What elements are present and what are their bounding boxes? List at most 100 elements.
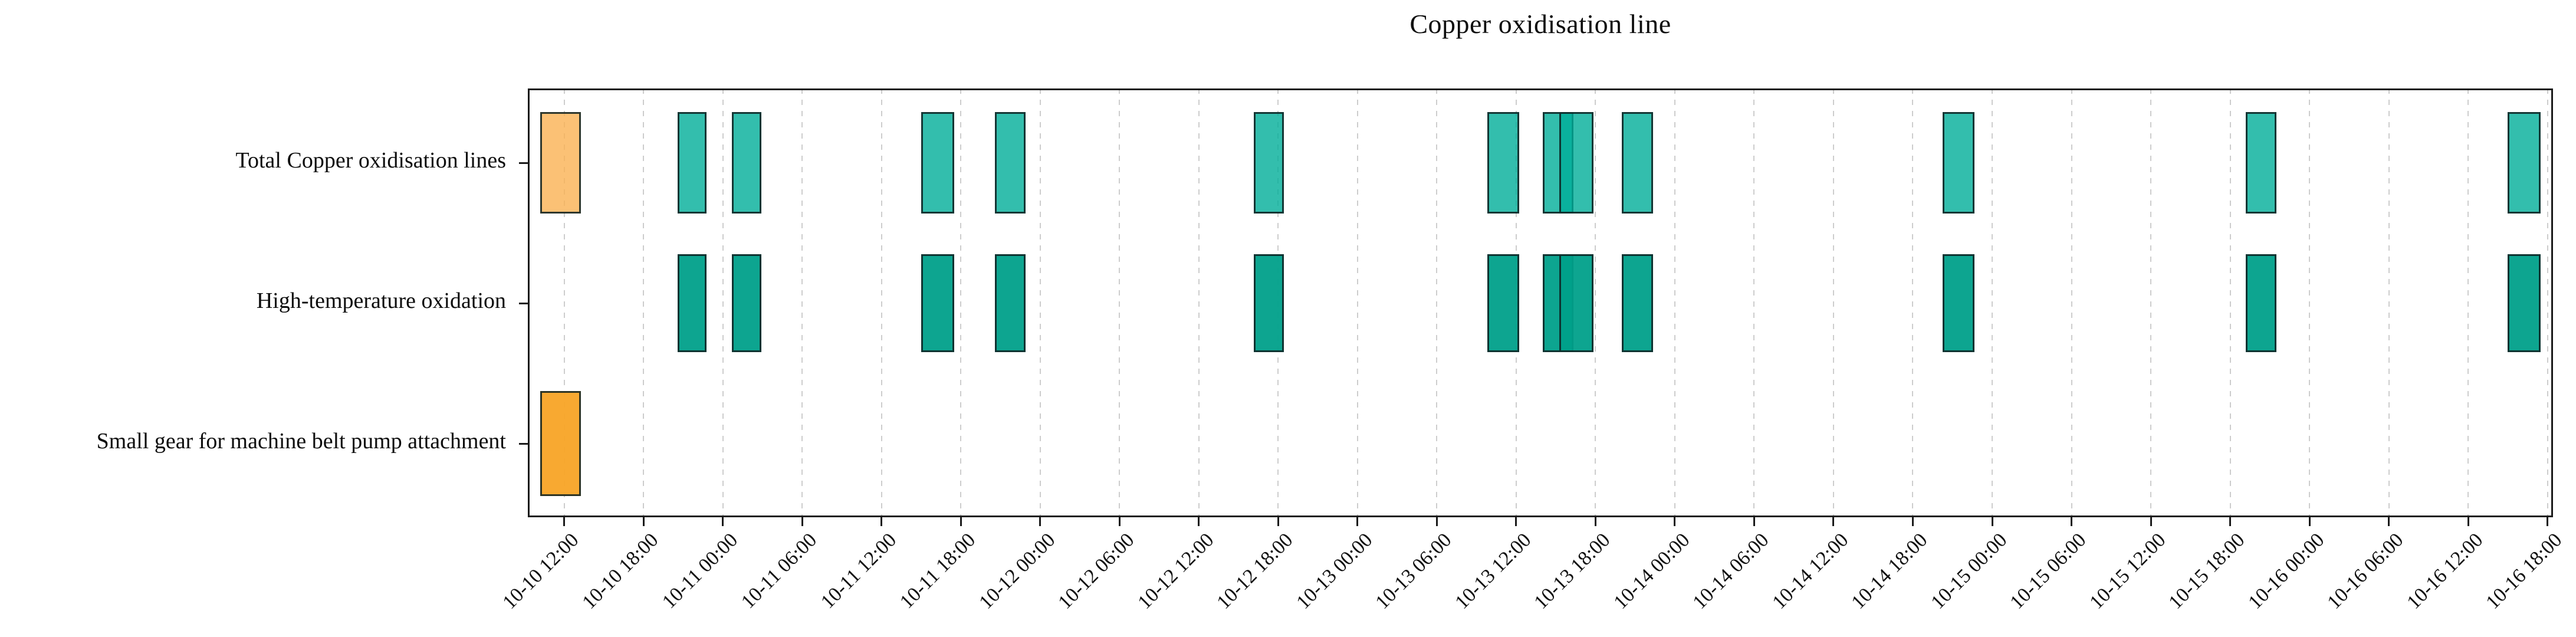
gantt-bar-total-teal	[921, 112, 955, 214]
x-tick-label: 10-11 18:00	[896, 529, 980, 613]
gridline	[1674, 88, 1675, 517]
y-tick-label: Small gear for machine belt pump attachm…	[96, 429, 506, 454]
gantt-bar-total-teal	[2508, 112, 2541, 214]
x-axis-tick	[880, 517, 883, 526]
gantt-bar-high-temp	[921, 254, 955, 352]
gantt-bar-high-temp	[2508, 254, 2541, 352]
x-tick-label: 10-16 12:00	[2403, 529, 2488, 614]
x-axis-tick	[1832, 517, 1835, 526]
gridline	[960, 88, 962, 517]
x-axis-tick	[1911, 517, 1914, 526]
gantt-bar-high-temp	[1487, 254, 1520, 352]
gridline	[1753, 88, 1755, 517]
gantt-bar-total-teal	[1487, 112, 1520, 214]
gridline	[2309, 88, 2311, 517]
x-tick-label: 10-13 00:00	[1292, 529, 1377, 614]
gantt-bar-small-gear	[540, 391, 581, 496]
chart-title: Copper oxidisation line	[1409, 9, 1671, 39]
gridline	[1912, 88, 1914, 517]
gantt-bar-high-temp	[2245, 254, 2277, 352]
gridline	[643, 88, 645, 517]
x-axis-tick	[2229, 517, 2232, 526]
gantt-bar-high-temp	[678, 254, 707, 352]
y-axis-tick	[519, 162, 528, 164]
y-tick-label: Total Copper oxidisation lines	[235, 148, 506, 173]
gantt-bar-total-teal	[1942, 112, 1975, 214]
x-axis-tick	[1198, 517, 1200, 526]
x-tick-label: 10-10 18:00	[578, 529, 663, 614]
gantt-bar-high-temp	[1559, 254, 1593, 352]
x-tick-label: 10-14 06:00	[1688, 529, 1773, 614]
gridline	[722, 88, 724, 517]
gantt-bar-high-temp	[1254, 254, 1284, 352]
gantt-bar-total-teal	[1559, 112, 1593, 214]
x-axis-tick	[1435, 517, 1438, 526]
gantt-bar-total-teal	[1622, 112, 1653, 214]
x-axis-tick	[1753, 517, 1755, 526]
gantt-bar-total-teal	[1254, 112, 1284, 214]
gridline	[2547, 88, 2548, 517]
gridline	[1119, 88, 1121, 517]
x-axis-tick	[1594, 517, 1596, 526]
y-tick-label: High-temperature oxidation	[256, 288, 506, 313]
gridline	[1832, 88, 1834, 517]
gridline	[2388, 88, 2390, 517]
gridline	[1992, 88, 1993, 517]
x-axis-tick	[1039, 517, 1041, 526]
x-tick-label: 10-12 00:00	[974, 529, 1059, 614]
x-axis-tick	[1515, 517, 1517, 526]
gridline	[1356, 88, 1358, 517]
gantt-bar-total-orange	[540, 112, 581, 214]
gantt-bar-total-teal	[731, 112, 762, 214]
gantt-bar-total-teal	[678, 112, 707, 214]
gridline	[880, 88, 882, 517]
x-tick-label: 10-16 18:00	[2482, 529, 2567, 614]
gridline	[1039, 88, 1041, 517]
x-tick-label: 10-15 00:00	[1927, 529, 2012, 614]
gridline	[563, 88, 565, 517]
gantt-bar-total-teal	[2245, 112, 2277, 214]
gridline	[2071, 88, 2072, 517]
x-tick-label: 10-13 18:00	[1530, 529, 1615, 614]
x-axis-tick	[2547, 517, 2549, 526]
gridline	[1595, 88, 1596, 517]
gridline	[2229, 88, 2231, 517]
x-axis-tick	[1991, 517, 1993, 526]
x-tick-label: 10-15 12:00	[2085, 529, 2170, 614]
x-axis-tick	[2150, 517, 2152, 526]
x-tick-label: 10-13 12:00	[1451, 529, 1536, 614]
gridline	[1436, 88, 1438, 517]
x-axis-tick	[2388, 517, 2390, 526]
x-axis-tick	[1674, 517, 1676, 526]
gantt-bar-high-temp	[731, 254, 762, 352]
x-tick-label: 10-12 12:00	[1133, 529, 1218, 614]
x-tick-label: 10-14 18:00	[1847, 529, 1932, 614]
y-axis-tick	[519, 442, 528, 445]
x-tick-label: 10-10 12:00	[498, 529, 583, 614]
x-axis-tick	[2071, 517, 2073, 526]
x-tick-label: 10-11 06:00	[737, 529, 822, 613]
x-axis-tick	[2308, 517, 2311, 526]
x-axis-tick	[563, 517, 566, 526]
x-axis-tick	[642, 517, 645, 526]
x-tick-label: 10-14 00:00	[1609, 529, 1694, 614]
x-tick-label: 10-15 18:00	[2164, 529, 2249, 614]
gridline	[2150, 88, 2152, 517]
gantt-bar-high-temp	[1622, 254, 1653, 352]
gantt-bar-high-temp	[1942, 254, 1975, 352]
x-tick-label: 10-13 06:00	[1371, 529, 1456, 614]
gantt-bar-total-teal	[995, 112, 1026, 214]
y-axis-tick	[519, 302, 528, 304]
x-tick-label: 10-11 00:00	[658, 529, 742, 613]
x-tick-label: 10-12 06:00	[1054, 529, 1139, 614]
x-axis-tick	[801, 517, 803, 526]
x-axis-tick	[960, 517, 962, 526]
x-tick-label: 10-16 00:00	[2244, 529, 2329, 614]
x-tick-label: 10-11 12:00	[816, 529, 901, 613]
gridline	[1198, 88, 1200, 517]
gridline	[801, 88, 803, 517]
x-axis-tick	[1277, 517, 1279, 526]
x-tick-label: 10-16 06:00	[2323, 529, 2408, 614]
gantt-bar-high-temp	[995, 254, 1026, 352]
x-tick-label: 10-14 12:00	[1768, 529, 1853, 614]
